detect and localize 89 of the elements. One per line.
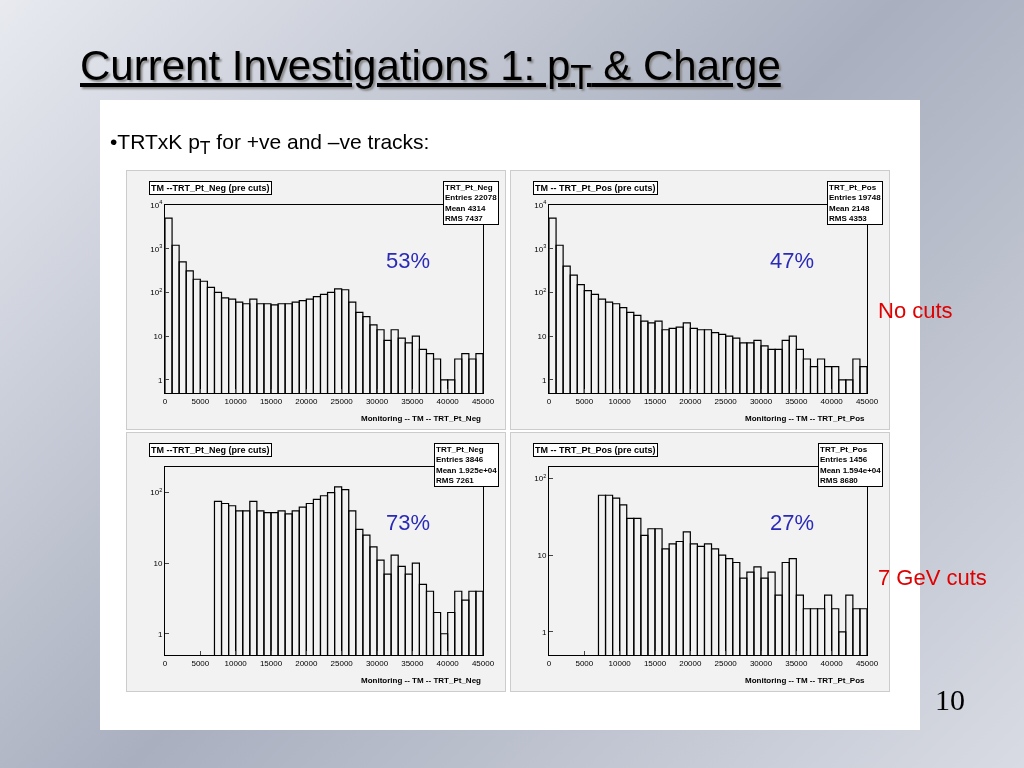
annotation: Mean 4314 [445, 203, 487, 213]
text: No cuts [878, 298, 953, 324]
text: •TRTxK p$_{T}$ for +ve and –ve tracks: [110, 130, 430, 160]
text: Entries 19748 [829, 193, 882, 203]
x-tick-label: 15000 [259, 658, 283, 668]
x-tick-label: 45000 [471, 396, 495, 406]
y-tick-label: 10$^{3}$ [534, 243, 547, 254]
x-tick-label: 35000 [785, 396, 808, 406]
x-tick-label: 10000 [224, 396, 248, 406]
x-tick-label: 10000 [608, 396, 632, 406]
x-axis-title: Monitoring -- TM -- TRT_Pt_Pos [745, 414, 866, 423]
y-tick-label: 1 [157, 375, 163, 385]
y-tick-label: 1 [541, 375, 547, 385]
annotation: RMS 7437 [445, 214, 484, 224]
x-tick-label: 25000 [714, 658, 738, 668]
annotation: Mean 1.594e+04 [820, 465, 882, 475]
text: Entries 1456 [820, 455, 868, 465]
y-tick-label: 10$^{3}$ [150, 243, 163, 254]
x-tick-label: 35000 [401, 658, 424, 668]
x-tick-label: 10000 [608, 658, 632, 668]
x-tick-label: 35000 [401, 396, 424, 406]
x-axis-title: Monitoring -- TM -- TRT_Pt_Neg [361, 414, 482, 423]
y-tick-label: 10 [153, 331, 163, 341]
x-tick-label: 5000 [575, 658, 594, 668]
annotation: Mean 1.925e+04 [436, 465, 498, 475]
x-tick-label: 40000 [436, 396, 460, 406]
x-tick-label: 15000 [259, 396, 283, 406]
x-tick-label: 5000 [191, 396, 210, 406]
y-tick-label: 10 [153, 558, 163, 568]
text: 10 [935, 683, 965, 717]
x-tick-label: 20000 [295, 396, 318, 406]
y-tick-label: 10$^{2}$ [150, 286, 163, 298]
chart-title: TM --TRT_Pt_Neg (pre cuts) [151, 445, 270, 455]
x-tick-label: 45000 [471, 658, 495, 668]
x-tick-label: 25000 [330, 396, 354, 406]
x-tick-label: 20000 [679, 396, 702, 406]
x-tick-label: 20000 [295, 658, 318, 668]
x-tick-label: 15000 [643, 396, 667, 406]
y-tick-label: 10$^{4}$ [150, 199, 163, 210]
x-tick-label: 0 [546, 658, 552, 668]
annotation: RMS 8680 [820, 476, 859, 486]
chart-title: TM -- TRT_Pt_Pos (pre cuts) [535, 445, 656, 455]
text: TRT_Pt_Pos [829, 183, 877, 192]
y-tick-label: 10$^{4}$ [534, 199, 547, 210]
x-tick-label: 20000 [679, 658, 702, 668]
x-tick-label: 0 [162, 396, 168, 406]
x-tick-label: 40000 [820, 658, 844, 668]
x-tick-label: 0 [546, 396, 552, 406]
x-axis-title: Monitoring -- TM -- TRT_Pt_Pos [745, 676, 866, 685]
text: Current Investigations 1: p$_{T}$ & Charge [80, 42, 781, 98]
x-tick-label: 25000 [714, 396, 738, 406]
x-tick-label: 30000 [749, 658, 773, 668]
x-tick-label: 35000 [785, 658, 808, 668]
x-tick-label: 30000 [365, 658, 389, 668]
y-tick-label: 10$^{2}$ [534, 286, 547, 298]
chart-title: TM --TRT_Pt_Neg (pre cuts) [151, 183, 270, 193]
y-tick-label: 1 [157, 629, 163, 639]
x-tick-label: 45000 [855, 658, 879, 668]
x-tick-label: 5000 [191, 658, 210, 668]
x-tick-label: 5000 [575, 396, 594, 406]
x-tick-label: 40000 [820, 396, 844, 406]
y-tick-label: 10$^{2}$ [534, 472, 547, 484]
y-tick-label: 10 [537, 331, 547, 341]
text: TRT_Pt_Neg [436, 445, 484, 454]
annotation: 53% [386, 248, 431, 273]
annotation: 73% [386, 510, 431, 535]
text: 7 GeV cuts [878, 565, 987, 591]
text: Entries 3846 [436, 455, 484, 465]
x-tick-label: 30000 [749, 396, 773, 406]
x-tick-label: 30000 [365, 396, 389, 406]
y-tick-label: 1 [541, 627, 547, 637]
annotation: Mean 2148 [829, 203, 871, 213]
y-tick-label: 10$^{2}$ [150, 486, 163, 498]
x-tick-label: 45000 [855, 396, 879, 406]
x-tick-label: 15000 [643, 658, 667, 668]
annotation: 27% [770, 510, 815, 535]
text: Entries 22078 [445, 193, 498, 203]
x-tick-label: 10000 [224, 658, 248, 668]
x-tick-label: 0 [162, 658, 168, 668]
x-tick-label: 25000 [330, 658, 354, 668]
annotation: 47% [770, 248, 815, 273]
annotation: RMS 4353 [829, 214, 868, 224]
text: TRT_Pt_Pos [820, 445, 868, 454]
text: TRT_Pt_Neg [445, 183, 493, 192]
x-tick-label: 40000 [436, 658, 460, 668]
chart-title: TM -- TRT_Pt_Pos (pre cuts) [535, 183, 656, 193]
y-tick-label: 10 [537, 550, 547, 560]
annotation: RMS 7261 [436, 476, 475, 486]
x-axis-title: Monitoring -- TM -- TRT_Pt_Neg [361, 676, 482, 685]
